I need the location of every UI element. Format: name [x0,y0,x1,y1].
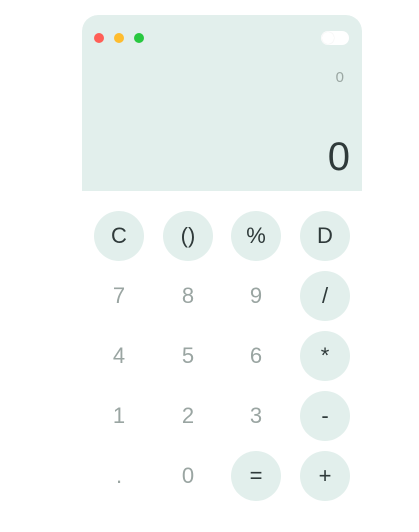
theme-toggle[interactable] [321,31,349,45]
keypad: C () % D 7 8 9 / 4 5 6 * 1 2 3 - . 0 = + [82,191,362,518]
parentheses-button[interactable]: () [163,211,213,261]
subtract-button[interactable]: - [300,391,350,441]
close-window-button[interactable] [94,33,104,43]
digit-4-button[interactable]: 4 [112,343,126,368]
clear-button[interactable]: C [94,211,144,261]
digit-0-button[interactable]: 0 [181,463,195,488]
decimal-button[interactable]: . [115,463,123,488]
divide-button[interactable]: / [300,271,350,321]
add-button[interactable]: + [300,451,350,501]
maximize-window-button[interactable] [134,33,144,43]
equals-button[interactable]: = [231,451,281,501]
digit-8-button[interactable]: 8 [181,283,195,308]
digit-7-button[interactable]: 7 [112,283,126,308]
minimize-window-button[interactable] [114,33,124,43]
digit-6-button[interactable]: 6 [249,343,263,368]
calculator-app: 0 0 C () % D 7 8 9 / 4 5 6 * 1 2 3 - . 0… [82,15,362,518]
digit-5-button[interactable]: 5 [181,343,195,368]
digit-9-button[interactable]: 9 [249,283,263,308]
result-display: 0 [327,135,350,179]
delete-button[interactable]: D [300,211,350,261]
digit-2-button[interactable]: 2 [181,403,195,428]
display-panel: 0 0 [82,15,362,191]
history-display: 0 [335,69,344,86]
digit-1-button[interactable]: 1 [112,403,126,428]
percent-button[interactable]: % [231,211,281,261]
toggle-knob [322,32,334,44]
multiply-button[interactable]: * [300,331,350,381]
digit-3-button[interactable]: 3 [249,403,263,428]
